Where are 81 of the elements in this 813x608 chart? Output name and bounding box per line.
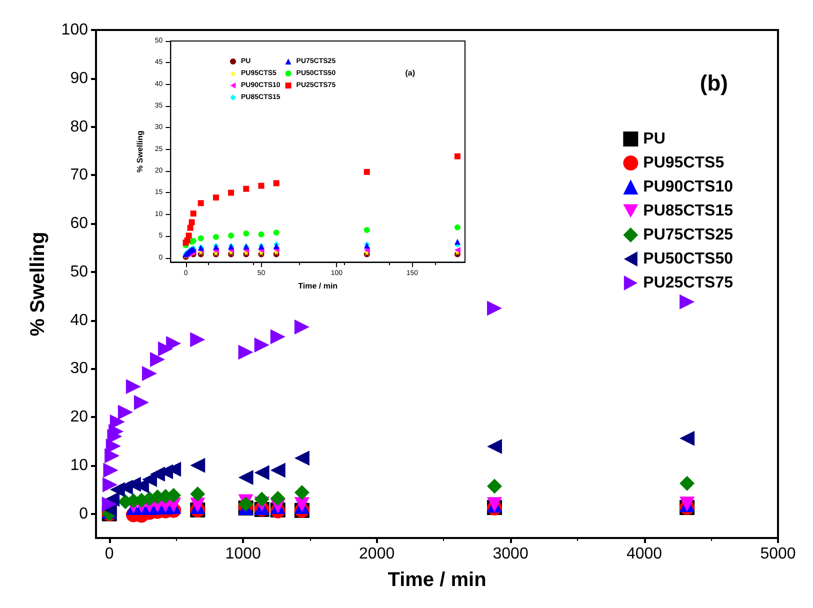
legend-label: PU85CTS15 <box>643 202 734 220</box>
point <box>364 246 370 253</box>
y-tick-label: 100 <box>61 22 88 38</box>
x-axis-title: Time / min <box>298 282 338 290</box>
point <box>294 485 310 500</box>
legend-label: PU25CTS75 <box>643 274 734 292</box>
x-tick-label: 5000 <box>760 546 796 562</box>
point <box>150 352 166 367</box>
point <box>487 300 502 316</box>
point <box>454 153 460 160</box>
y-tick-label: 70 <box>70 166 88 184</box>
point <box>190 332 206 348</box>
y-tick-label: 30 <box>70 360 88 378</box>
y-tick-label: 20 <box>70 408 88 426</box>
y-tick-label: 10 <box>70 456 88 474</box>
point <box>258 231 264 238</box>
x-tick-label: 4000 <box>626 546 662 562</box>
y-tick-label: 80 <box>70 118 88 136</box>
point <box>134 395 149 410</box>
legend-label: PU95CTS5 <box>643 154 724 172</box>
point <box>270 490 286 506</box>
point <box>186 232 192 239</box>
point <box>254 337 270 352</box>
annotation: (a) <box>405 68 416 78</box>
point <box>243 230 250 236</box>
point <box>188 219 195 226</box>
point <box>212 194 219 201</box>
point <box>273 180 280 186</box>
point <box>487 439 502 454</box>
legend-label: PU75CTS25 <box>643 226 734 244</box>
x-tick-label: 3000 <box>492 546 528 562</box>
point <box>102 477 118 492</box>
point <box>680 294 695 310</box>
point <box>680 476 695 491</box>
point <box>258 182 264 189</box>
point <box>238 470 254 486</box>
point <box>294 320 310 335</box>
x-axis-title: Time / min <box>388 569 486 591</box>
point <box>294 450 310 466</box>
point <box>142 366 157 382</box>
point <box>364 168 370 175</box>
y-axis-title: % Swelling <box>136 130 144 172</box>
point <box>228 190 234 196</box>
point <box>118 404 133 420</box>
point <box>243 186 250 192</box>
point <box>454 246 460 253</box>
point <box>680 430 695 446</box>
point <box>198 235 204 242</box>
point <box>454 238 460 245</box>
point <box>254 465 270 480</box>
point <box>454 224 460 230</box>
point <box>364 227 370 234</box>
legend-label: PU50CTS50 <box>643 250 734 268</box>
x-tick-label: 0 <box>104 546 114 562</box>
y-axis-title: % Swelling <box>27 232 49 336</box>
point <box>104 448 120 464</box>
point <box>103 462 118 478</box>
legend-label: PU <box>643 130 666 148</box>
point <box>102 496 117 512</box>
point <box>273 230 280 236</box>
point <box>190 486 206 502</box>
legend-label: PU90CTS10 <box>643 178 734 196</box>
y-tick-label: 60 <box>70 215 88 232</box>
y-tick-label: 40 <box>70 312 88 329</box>
point <box>126 379 141 394</box>
point <box>270 462 286 478</box>
point <box>487 478 502 494</box>
point <box>228 232 234 239</box>
point <box>190 458 206 473</box>
x-tick-label: 1000 <box>225 546 261 562</box>
point <box>190 210 196 217</box>
point <box>270 329 286 344</box>
point <box>212 234 219 240</box>
y-tick-label: 90 <box>70 70 88 87</box>
point <box>254 492 270 507</box>
point <box>187 224 194 231</box>
annotation: (b) <box>700 70 728 96</box>
point <box>198 200 204 206</box>
x-tick-label: 2000 <box>359 546 395 562</box>
y-tick-label: 0 <box>79 505 88 522</box>
point <box>238 344 254 360</box>
